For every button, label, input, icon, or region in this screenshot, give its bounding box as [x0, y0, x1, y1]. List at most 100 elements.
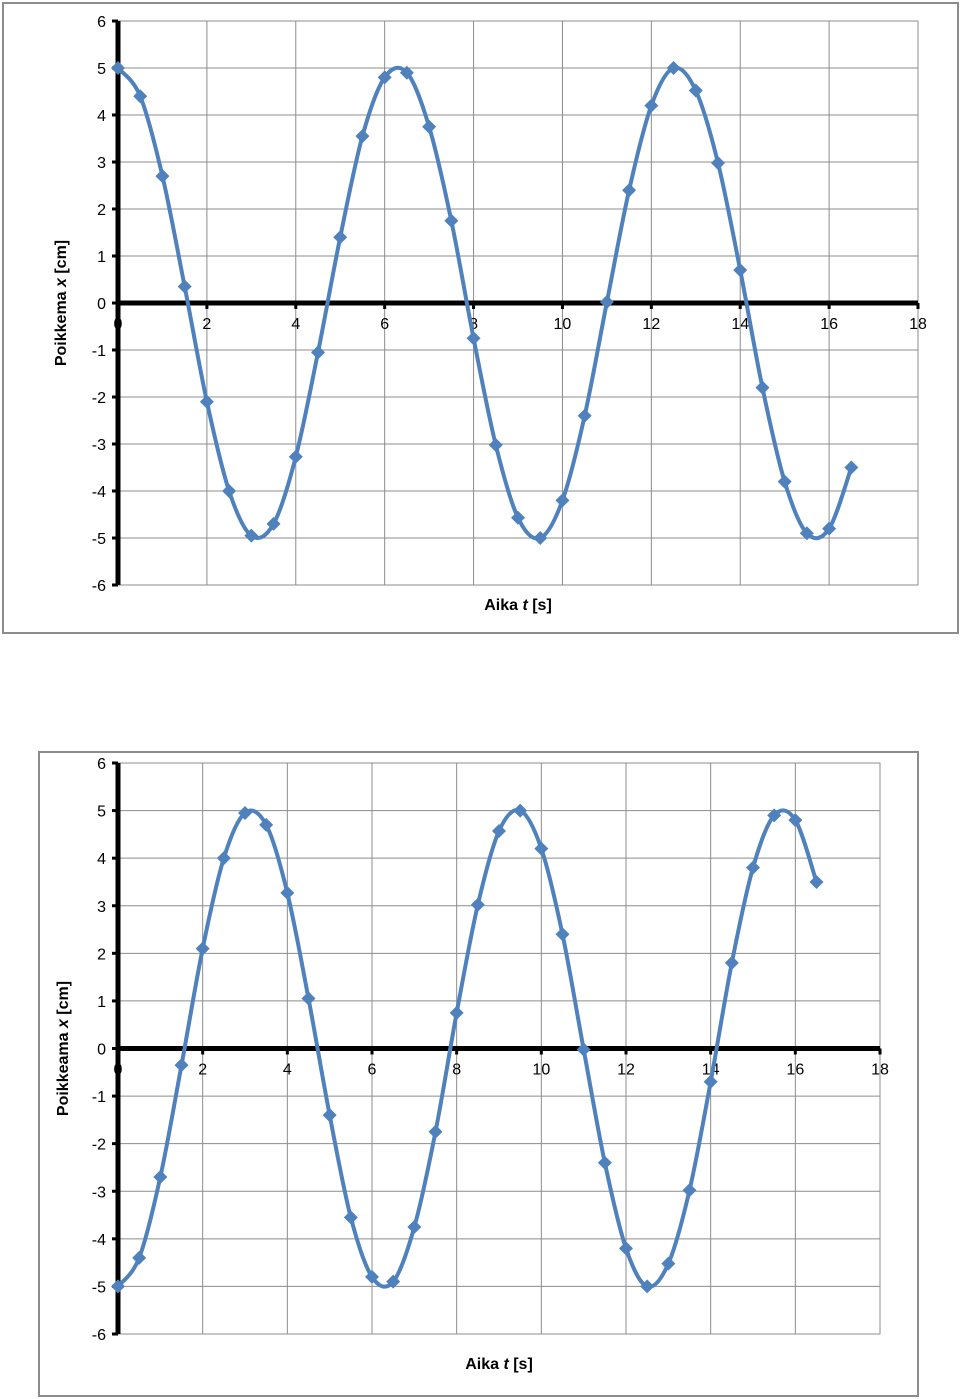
x-tick-label: 6 [368, 1062, 377, 1079]
y-tick-label: 4 [97, 851, 106, 868]
data-point [238, 805, 252, 820]
data-point [199, 394, 214, 409]
data-point [488, 437, 503, 452]
data-point [132, 1250, 147, 1265]
x-tick-label: 12 [642, 316, 660, 333]
data-point [746, 860, 760, 875]
data-point [470, 897, 485, 912]
x-tick-label: 10 [532, 1062, 550, 1079]
x-tick-label: 16 [786, 1062, 804, 1079]
data-point [711, 155, 725, 170]
y-tick-label: 6 [97, 14, 106, 31]
data-point [288, 449, 303, 464]
data-point [511, 510, 525, 525]
data-point [555, 493, 570, 508]
x-axis-title-var: t [503, 1356, 509, 1373]
data-point [622, 183, 637, 198]
y-tick-label: -2 [92, 390, 106, 407]
data-point [466, 331, 481, 346]
data-point [422, 119, 437, 134]
series-line [116, 807, 819, 1289]
y-tick-label: 0 [97, 1042, 106, 1059]
data-point [216, 851, 231, 866]
x-tick-label: 2 [202, 316, 211, 333]
data-point [174, 1058, 189, 1073]
data-point [799, 526, 814, 541]
data-point [844, 460, 859, 475]
data-point [280, 885, 295, 900]
x-tick-label: 0 [114, 316, 123, 333]
y-axis-title: Poikkema x [cm] [53, 240, 70, 366]
data-point [533, 531, 548, 545]
x-tick-label: 8 [469, 316, 478, 333]
data-point [311, 345, 325, 360]
y-tick-label: -5 [92, 1279, 106, 1296]
data-point [822, 521, 837, 536]
x-tick-label: 4 [283, 1062, 292, 1079]
x-tick-label: 18 [909, 316, 927, 333]
y-tick-label: 3 [97, 155, 106, 172]
data-point [577, 408, 592, 423]
data-point [767, 808, 782, 823]
data-point [195, 941, 210, 956]
y-axis-title-prefix: Poikkeama [55, 1028, 72, 1116]
data-point [724, 955, 739, 970]
data-point [576, 1042, 591, 1057]
y-tick-label: 2 [97, 202, 106, 219]
data-point [365, 1269, 379, 1284]
data-point [111, 61, 125, 75]
data-point [755, 380, 770, 395]
y-tick-label: -6 [92, 1327, 106, 1344]
data-point [688, 83, 703, 98]
data-point [619, 1241, 633, 1256]
x-axis-title-prefix: Aika [465, 1356, 503, 1373]
data-point [266, 516, 281, 531]
data-point [492, 824, 506, 839]
data-point [153, 1169, 168, 1184]
data-point [386, 1274, 401, 1289]
data-point [534, 841, 549, 856]
x-axis-title-prefix: Aika [484, 597, 522, 614]
y-tick-label: -1 [92, 343, 106, 360]
data-point [513, 803, 528, 818]
y-tick-label: 1 [97, 994, 106, 1011]
x-axis-title-suffix: [s] [528, 597, 552, 614]
data-point [788, 813, 803, 828]
y-tick-label: 5 [97, 61, 106, 78]
y-tick-label: -2 [92, 1137, 106, 1154]
data-point [111, 1279, 125, 1294]
data-point [703, 1074, 718, 1089]
data-point [449, 1005, 464, 1020]
y-axis-title: Poikkeama x [cm] [55, 981, 72, 1116]
data-point [597, 1155, 612, 1170]
data-point [343, 1210, 358, 1225]
y-tick-label: -3 [92, 437, 106, 454]
y-tick-label: 0 [97, 296, 106, 313]
data-point [661, 1256, 676, 1271]
data-point [399, 65, 414, 80]
y-axis-title-suffix: [cm] [53, 240, 70, 278]
y-tick-label: -3 [92, 1184, 106, 1201]
x-axis-title: Aika t [s] [484, 597, 552, 614]
x-tick-label: 8 [452, 1062, 461, 1079]
data-point [301, 991, 316, 1006]
x-tick-label: 2 [198, 1062, 207, 1079]
y-tick-label: -5 [92, 531, 106, 548]
data-point [599, 295, 614, 310]
data-point [555, 927, 570, 942]
data-point [809, 874, 824, 889]
chart-2: 0 2 4 6 8 10 12 14 16 18 6 5 4 3 2 1 0 -1 -2 -3 -4 -5 -6 Aika t… [38, 751, 919, 1397]
x-tick-label: 18 [871, 1062, 889, 1079]
x-axis-title: Aika t [s] [465, 1356, 533, 1373]
chart-1: 0 2 4 6 8 10 12 14 16 18 6 5 4 3 2 1 0 -1 -2 -3 -4 -5 -6 Aika t… [2, 2, 959, 634]
y-tick-label: 5 [97, 804, 106, 821]
x-tick-label: 16 [820, 316, 838, 333]
data-point [355, 129, 370, 144]
y-tick-label: -4 [92, 484, 106, 501]
y-tick-label: 3 [97, 899, 106, 916]
y-tick-label: -1 [92, 1089, 106, 1106]
y-tick-label: 6 [97, 756, 106, 773]
y-axis-title-var: x [53, 277, 70, 288]
x-tick-label: 14 [731, 316, 749, 333]
y-tick-label: -6 [92, 578, 106, 595]
